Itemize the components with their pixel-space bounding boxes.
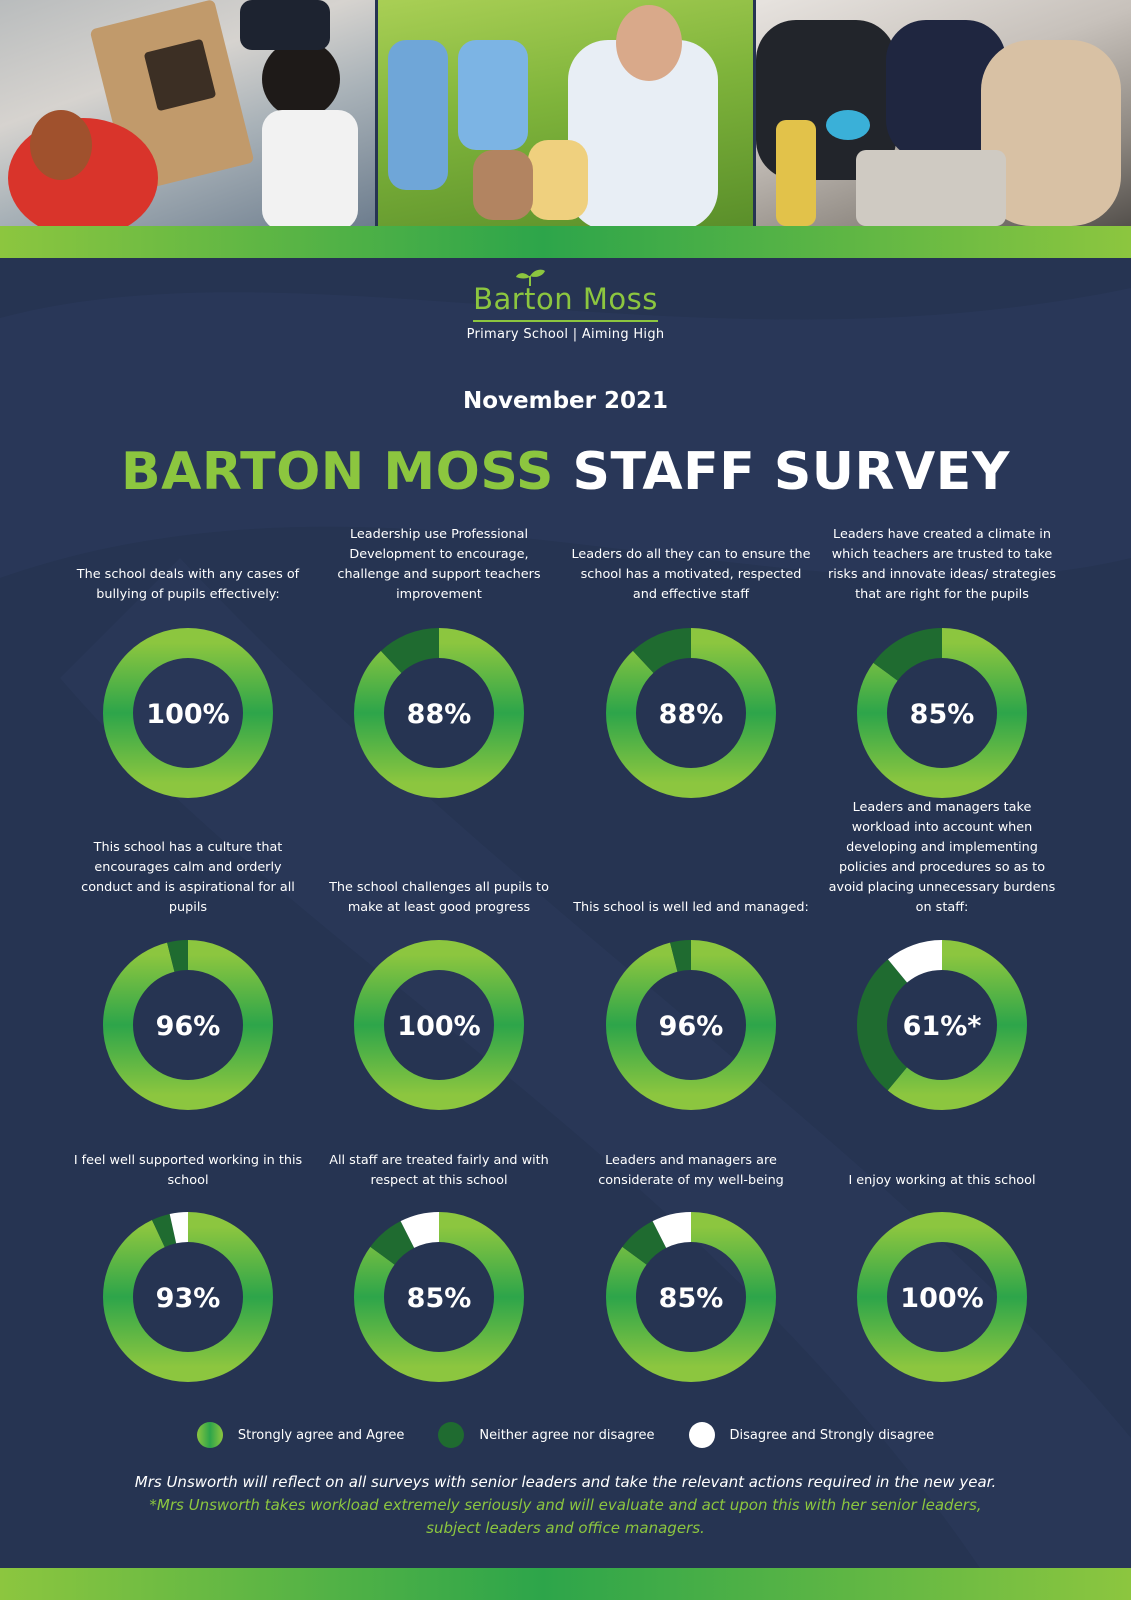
green-band-top	[0, 226, 1131, 258]
donut-cell: I feel well supported working in this sc…	[68, 0, 308, 1600]
donut-chart: 100%	[857, 1212, 1027, 1382]
legend-label-disagree: Disagree and Strongly disagree	[729, 1427, 935, 1443]
donut-chart: 85%	[606, 1212, 776, 1382]
legend-item-neither: Neither agree nor disagree	[438, 1422, 655, 1448]
donut-slice-disagree	[354, 1212, 524, 1382]
footer-workload-line-2: subject leaders and office managers.	[426, 1519, 705, 1537]
survey-question: The school deals with any cases of bully…	[76, 567, 300, 602]
donut-slice-agree	[103, 628, 273, 798]
donut-percent-label: 85%	[910, 699, 975, 730]
survey-question: Leaders and managers are considerate of …	[598, 1153, 784, 1188]
logo-subtitle: Primary School | Aiming High	[466, 327, 665, 342]
donut-slice-neither	[103, 940, 273, 1110]
logo-name: Barton Moss	[473, 269, 658, 322]
survey-question: This school has a culture that encourage…	[81, 840, 295, 915]
survey-question: Leadership use Professional Development …	[337, 527, 541, 602]
donut-slice-agree	[857, 1212, 1027, 1382]
donut-percent-label: 61%*	[903, 1011, 982, 1042]
donut-slice-disagree	[606, 1212, 776, 1382]
donut-cell: Leaders and managers are considerate of …	[571, 0, 811, 1600]
donut-chart: 85%	[354, 1212, 524, 1382]
donut-cell: Leadership use Professional Development …	[319, 0, 559, 1600]
survey-question: Leaders have created a climate in which …	[827, 527, 1057, 602]
footer-workload-note: *Mrs Unsworth takes workload extremely s…	[0, 1494, 1131, 1540]
legend-item-disagree: Disagree and Strongly disagree	[688, 1422, 935, 1448]
donut-chart: 100%	[354, 940, 524, 1110]
legend: Strongly agree and Agree Neither agree n…	[0, 1422, 1131, 1448]
donut-slice-disagree	[103, 1212, 273, 1382]
donut-chart: 88%	[354, 628, 524, 798]
donut-cell: This school is well led and managed: 96%	[571, 0, 811, 1600]
donut-percent-label: 88%	[407, 699, 472, 730]
legend-item-agree: Strongly agree and Agree	[196, 1422, 405, 1448]
donut-percent-label: 85%	[407, 1283, 472, 1314]
donut-chart: 100%	[103, 628, 273, 798]
title-school-name: BARTON MOSS	[121, 442, 554, 502]
donut-percent-label: 88%	[659, 699, 724, 730]
donut-chart: 96%	[103, 940, 273, 1110]
legend-swatch-neither	[438, 1422, 465, 1448]
donut-percent-label: 96%	[659, 1011, 724, 1042]
donut-cell: The school deals with any cases of bully…	[68, 0, 308, 1600]
donut-slice-neither	[857, 940, 1027, 1110]
donut-cell: Leaders have created a climate in which …	[822, 0, 1062, 1600]
donut-chart: 88%	[606, 628, 776, 798]
page-title: BARTON MOSS STAFF SURVEY	[0, 442, 1131, 502]
donut-cell: The school challenges all pupils to make…	[319, 0, 559, 1600]
donut-percent-label: 100%	[900, 1283, 983, 1314]
donut-percent-label: 96%	[156, 1011, 221, 1042]
donut-chart: 85%	[857, 628, 1027, 798]
legend-swatch-agree	[196, 1422, 223, 1448]
survey-date: November 2021	[462, 388, 669, 414]
donut-slice-neither	[857, 628, 1027, 798]
school-logo: Barton Moss Primary School | Aiming High	[0, 269, 1131, 342]
legend-label-neither: Neither agree nor disagree	[479, 1427, 655, 1443]
footer-workload-line-1: *Mrs Unsworth takes workload extremely s…	[149, 1496, 982, 1514]
donut-cell: I enjoy working at this school 100%	[822, 0, 1062, 1600]
survey-question: Leaders and managers take workload into …	[828, 800, 1056, 915]
donut-cell: This school has a culture that encourage…	[68, 0, 308, 1600]
donut-percent-label: 85%	[659, 1283, 724, 1314]
photo-children-craft-table	[753, 0, 1131, 226]
survey-question: Leaders do all they can to ensure the sc…	[571, 547, 811, 602]
green-band-bottom	[0, 1568, 1131, 1600]
donut-slice-neither	[606, 940, 776, 1110]
survey-question: I enjoy working at this school	[848, 1173, 1036, 1188]
photo-teacher-outdoors	[375, 0, 753, 226]
donut-slice-disagree	[857, 940, 1027, 1110]
donut-chart: 96%	[606, 940, 776, 1110]
title-survey: STAFF SURVEY	[572, 442, 1010, 502]
donut-cell: Leaders and managers take workload into …	[822, 0, 1062, 1600]
survey-question: All staff are treated fairly and with re…	[329, 1153, 549, 1188]
photo-children-cardboard-box	[0, 0, 375, 226]
donut-slice-agree	[354, 940, 524, 1110]
donut-percent-label: 93%	[156, 1283, 221, 1314]
donut-cell: All staff are treated fairly and with re…	[319, 0, 559, 1600]
donut-chart: 61%*	[857, 940, 1027, 1110]
donut-cell: Leaders do all they can to ensure the sc…	[571, 0, 811, 1600]
sprout-icon	[516, 269, 546, 286]
legend-swatch-disagree	[688, 1422, 715, 1448]
photo-strip	[0, 0, 1131, 226]
survey-question: The school challenges all pupils to make…	[329, 880, 549, 915]
survey-question: I feel well supported working in this sc…	[73, 1153, 303, 1188]
footer-note: Mrs Unsworth will reflect on all surveys…	[134, 1473, 997, 1491]
logo-name-text: Barton Moss	[473, 282, 658, 316]
donut-slice-neither	[606, 628, 776, 798]
donut-slice-neither	[354, 628, 524, 798]
donut-percent-label: 100%	[397, 1011, 480, 1042]
donut-percent-label: 100%	[146, 699, 229, 730]
survey-question: This school is well led and managed:	[573, 900, 809, 915]
donut-chart: 93%	[103, 1212, 273, 1382]
legend-label-agree: Strongly agree and Agree	[237, 1427, 405, 1443]
